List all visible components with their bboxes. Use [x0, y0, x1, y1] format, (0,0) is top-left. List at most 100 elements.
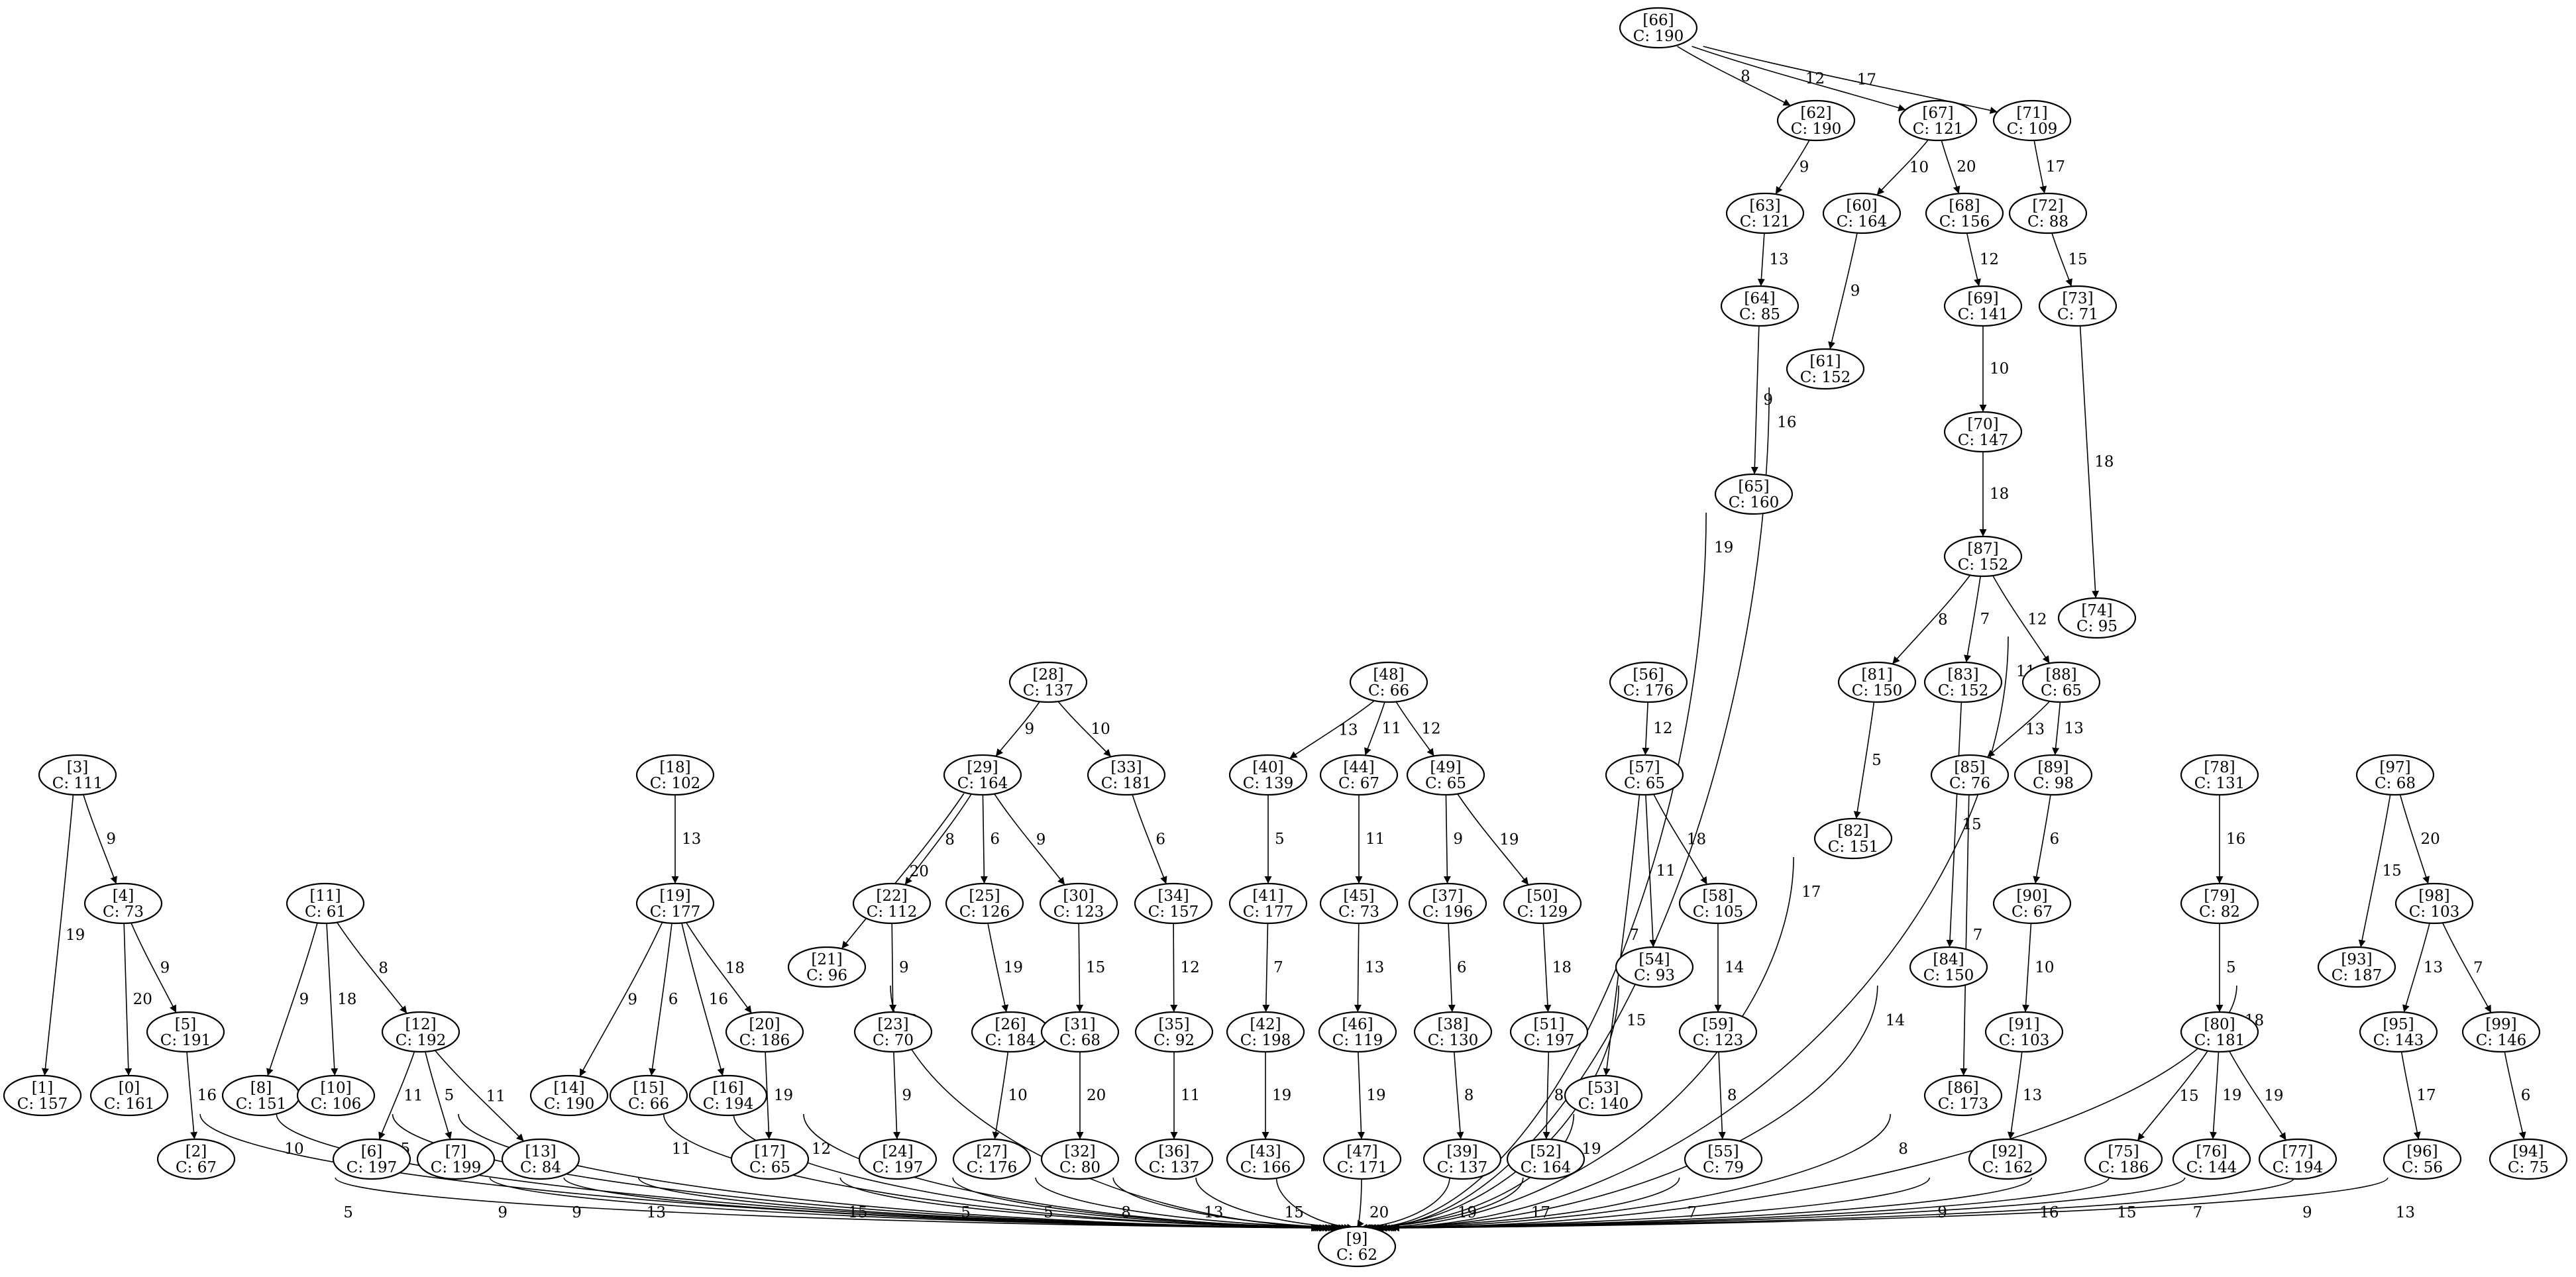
- node-15: [15]C: 66: [609, 1074, 688, 1117]
- edge-98-to-99: 7: [2442, 921, 2492, 1013]
- node-id-label: [45]: [1343, 888, 1374, 905]
- edge-85-to-86: 7: [1960, 793, 1982, 1076]
- node-71: [71]C: 109: [1992, 99, 2072, 142]
- edge-weight-label: 9: [899, 959, 909, 976]
- node-cost-label: C: 143: [2373, 1032, 2424, 1049]
- edge-arrow: [1376, 1177, 1930, 1232]
- edge-3-to-4: 9: [82, 793, 117, 884]
- node-id-label: [42]: [1250, 1016, 1281, 1033]
- node-8: [8]C: 151: [221, 1074, 301, 1117]
- node-id-label: [82]: [1837, 823, 1868, 840]
- edge-arrow: [1379, 636, 2009, 1232]
- node-ellipse: [2008, 192, 2088, 234]
- edge-weight-label: 20: [133, 991, 152, 1008]
- node-29: [29]C: 164: [943, 754, 1022, 796]
- node-cost-label: C: 121: [1740, 213, 1791, 230]
- node-cost-label: C: 76: [1949, 775, 1990, 792]
- node-95: [95]C: 143: [2359, 1011, 2438, 1053]
- edge-arrow: [1368, 512, 1707, 1232]
- edge-19-to-16: 16: [680, 921, 728, 1076]
- edge-weight-label: 13: [1769, 251, 1788, 268]
- node-cost-label: C: 123: [1693, 1032, 1744, 1049]
- edge-28-to-33: 10: [1057, 700, 1112, 758]
- node-id-label: [96]: [2406, 1143, 2438, 1160]
- edge-weight-label: 18: [1552, 959, 1572, 976]
- edge-arrow: [680, 921, 725, 1076]
- edge-weight-label: 16: [2226, 831, 2245, 848]
- edge-weight-label: 15: [2179, 1088, 2198, 1105]
- node-cost-label: C: 176: [1623, 682, 1674, 699]
- edge-weight-label: 12: [1181, 959, 1200, 976]
- edge-arrow: [889, 921, 897, 1013]
- edge-80-to-75: 15: [2137, 1050, 2209, 1141]
- edge-90-to-91: 10: [2022, 921, 2054, 1013]
- edge-weight-label: 19: [1582, 1141, 1601, 1158]
- node-id-label: [90]: [2016, 888, 2047, 905]
- node-ellipse: [730, 1138, 810, 1180]
- edge-arrow: [904, 793, 973, 886]
- edge-33-to-34: 6: [1131, 793, 1167, 884]
- edge-weight-label: 9: [2302, 1204, 2312, 1221]
- edge-50-to-51: 18: [1542, 921, 1572, 1013]
- node-27: [27]C: 176: [952, 1138, 1032, 1180]
- edge-weight-label: 10: [2035, 959, 2054, 976]
- node-ellipse: [2180, 1011, 2259, 1053]
- node-65: [65]C: 160: [1714, 473, 1794, 515]
- node-id-label: [63]: [1749, 197, 1780, 215]
- node-cost-label: C: 111: [52, 775, 103, 792]
- node-id-label: [14]: [553, 1080, 584, 1097]
- edge-arrow: [1775, 138, 1811, 195]
- edge-weight-label: 19: [2222, 1087, 2241, 1104]
- edge-47-to-9: 20: [1356, 1177, 1389, 1229]
- edge-arrow: [2007, 1050, 2023, 1140]
- edge-arrow: [2033, 138, 2047, 194]
- node-cost-label: C: 137: [1023, 682, 1074, 699]
- edge-arrow: [1443, 793, 1451, 884]
- node-ellipse: [501, 1138, 580, 1180]
- node-cost-label: C: 186: [2098, 1159, 2149, 1176]
- node-32: [32]C: 80: [1040, 1138, 1120, 1180]
- edge-weight-label: 11: [1656, 862, 1676, 880]
- node-id-label: [18]: [659, 759, 690, 776]
- node-cost-label: C: 67: [2012, 903, 2053, 921]
- node-cost-label: C: 197: [347, 1159, 398, 1176]
- node-86: [86]C: 173: [1923, 1074, 2003, 1117]
- node-cost-label: C: 66: [1368, 682, 1409, 699]
- edge-71-to-72: 17: [2033, 138, 2065, 194]
- node-cost-label: C: 197: [873, 1159, 924, 1176]
- node-cost-label: C: 73: [103, 903, 144, 921]
- edge-arrow: [1375, 1113, 1891, 1232]
- node-19: [19]C: 177: [635, 882, 715, 925]
- edge-weight-label: 9: [1453, 831, 1463, 848]
- edge-weight-label: 13: [2065, 720, 2084, 737]
- edge-arrow: [1131, 793, 1167, 884]
- node-ellipse: [2084, 1138, 2163, 1180]
- node-cost-label: C: 129: [1517, 903, 1568, 921]
- edge-48-to-44: 11: [1364, 700, 1401, 756]
- edge-arrow: [1371, 856, 1794, 1232]
- node-53: [53]C: 140: [1564, 1074, 1643, 1117]
- edge-69-to-70: 10: [1979, 324, 2009, 412]
- edge-weight-label: 19: [1004, 959, 1023, 976]
- edge-arrow: [326, 921, 339, 1076]
- node-cost-label: C: 150: [1923, 967, 1974, 984]
- edge-arrow: [2210, 1050, 2220, 1140]
- edge-weight-label: 5: [445, 1087, 455, 1104]
- edge-weight-label: 8: [945, 831, 955, 848]
- edge-72-to-73: 15: [2051, 231, 2088, 287]
- node-cost-label: C: 126: [959, 903, 1010, 921]
- node-82: [82]C: 151: [1813, 817, 1893, 860]
- node-ellipse: [1813, 817, 1893, 860]
- edge-77-to-9: 7: [1385, 1177, 2202, 1232]
- edge-74-to-9: 11: [1379, 636, 2035, 1232]
- node-14: [14]C: 190: [529, 1074, 609, 1117]
- node-67: [67]C: 121: [1898, 99, 1978, 142]
- node-cost-label: C: 152: [1958, 556, 2009, 574]
- node-ellipse: [1226, 1138, 1305, 1180]
- node-id-label: [89]: [2037, 759, 2068, 776]
- node-cost-label: C: 191: [160, 1032, 211, 1049]
- edge-arrow: [1170, 921, 1178, 1013]
- nodes-layer: [66]C: 190[62]C: 190[67]C: 121[71]C: 109…: [3, 7, 2568, 1268]
- node-cost-label: C: 79: [1703, 1159, 1744, 1176]
